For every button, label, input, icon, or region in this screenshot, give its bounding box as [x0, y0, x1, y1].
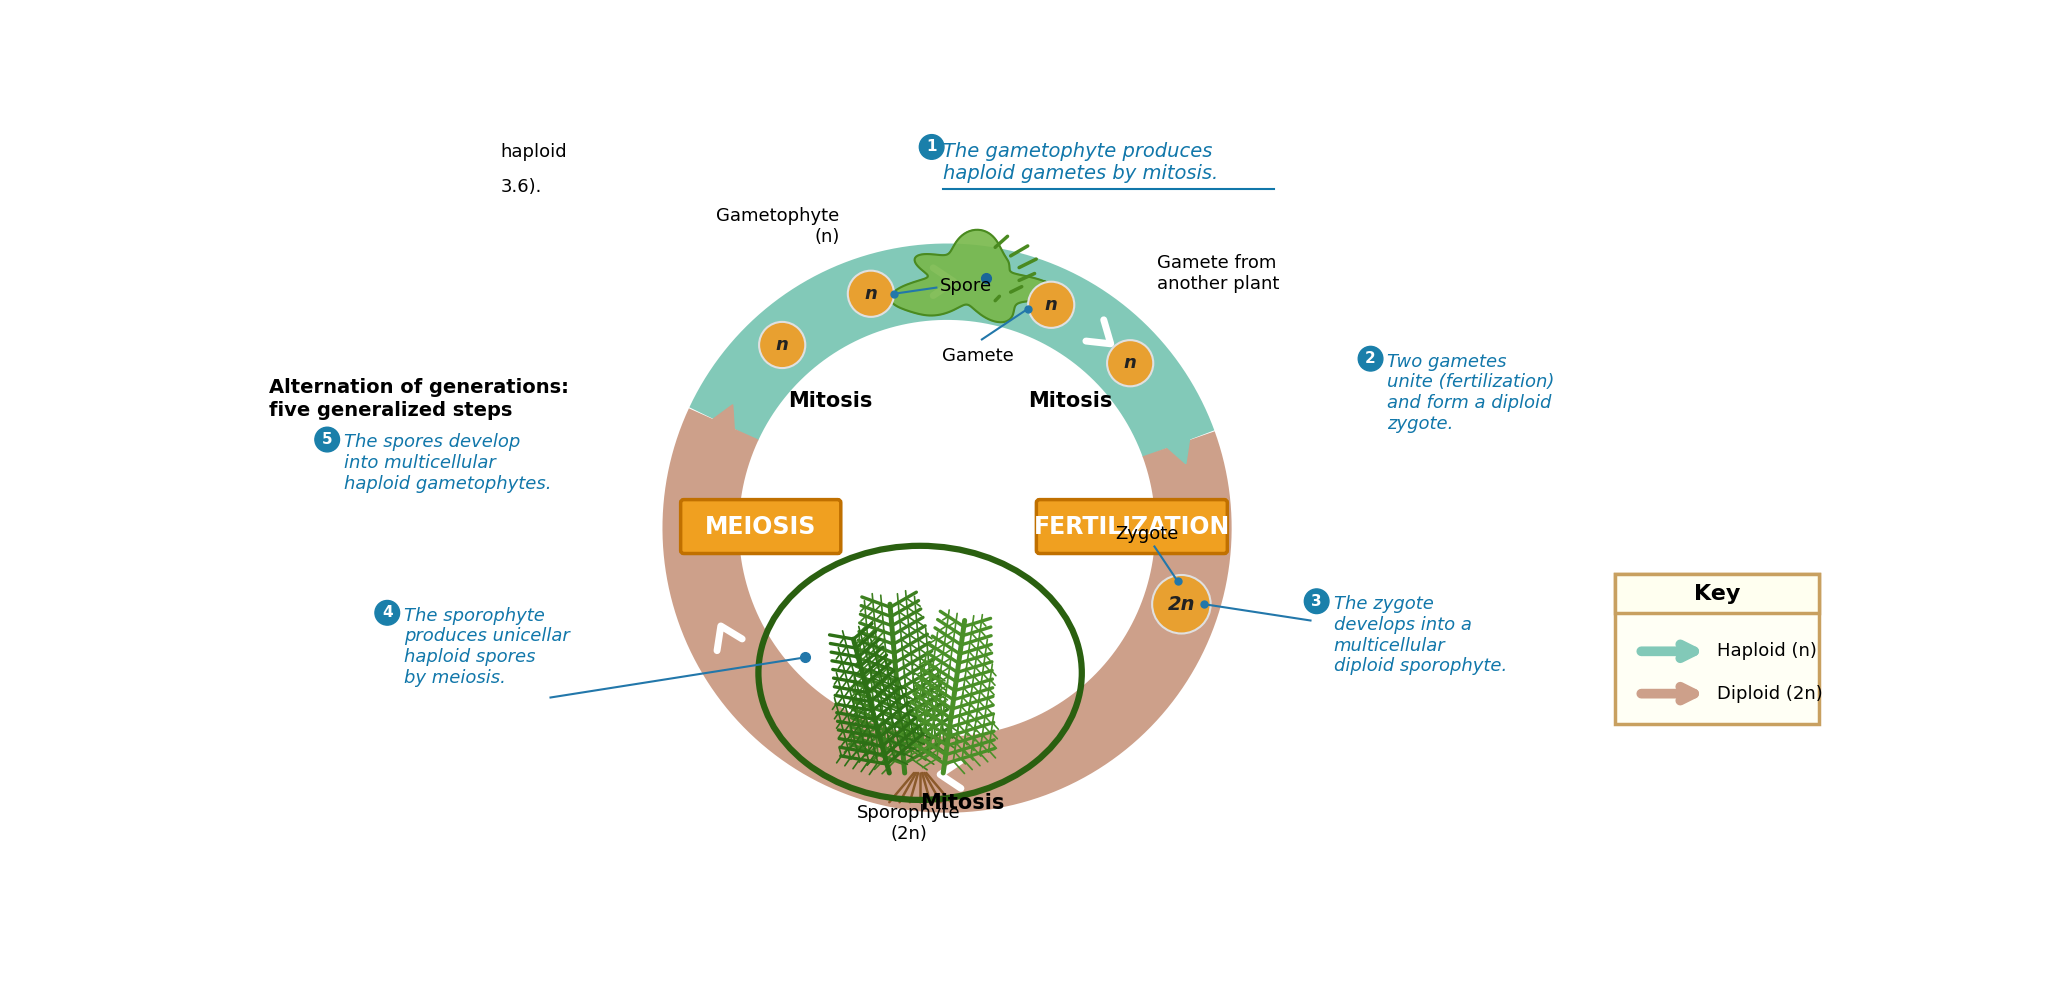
Text: Alternation of generations:: Alternation of generations: — [269, 378, 569, 397]
Text: Spore: Spore — [940, 277, 992, 295]
FancyBboxPatch shape — [1616, 574, 1819, 724]
Circle shape — [1152, 575, 1211, 634]
Text: Gamete: Gamete — [942, 347, 1014, 365]
Circle shape — [848, 271, 893, 317]
Text: Mitosis: Mitosis — [1029, 391, 1113, 411]
Text: Gametophyte
(n): Gametophyte (n) — [716, 207, 840, 246]
Text: The gametophyte produces
haploid gametes by mitosis.: The gametophyte produces haploid gametes… — [942, 142, 1219, 183]
Text: Two gametes
unite (fertilization)
and form a diploid
zygote.: Two gametes unite (fertilization) and fo… — [1388, 353, 1554, 433]
FancyBboxPatch shape — [682, 500, 842, 554]
Text: Mitosis: Mitosis — [920, 793, 1004, 813]
Text: n: n — [776, 336, 788, 354]
Circle shape — [314, 427, 339, 452]
Text: Sporophyte
(2n): Sporophyte (2n) — [856, 804, 961, 843]
Text: FERTILIZATION: FERTILIZATION — [1035, 515, 1230, 539]
Text: The sporophyte
produces unicellar
haploid spores
by meiosis.: The sporophyte produces unicellar haploi… — [404, 607, 571, 687]
FancyBboxPatch shape — [1616, 574, 1819, 613]
Text: n: n — [864, 285, 877, 303]
Circle shape — [760, 322, 805, 368]
Text: 1: 1 — [926, 139, 936, 154]
Text: n: n — [1045, 296, 1057, 314]
Text: n: n — [1123, 354, 1137, 372]
Text: The zygote
develops into a
multicellular
diploid sporophyte.: The zygote develops into a multicellular… — [1334, 595, 1507, 675]
Text: The spores develop
into multicellular
haploid gametophytes.: The spores develop into multicellular ha… — [345, 433, 552, 493]
Text: Haploid (n): Haploid (n) — [1716, 642, 1817, 660]
Text: Zygote: Zygote — [1115, 525, 1178, 543]
FancyBboxPatch shape — [1037, 500, 1228, 554]
Text: MEIOSIS: MEIOSIS — [704, 515, 817, 539]
Circle shape — [1304, 589, 1328, 614]
Polygon shape — [694, 405, 735, 453]
Circle shape — [1359, 346, 1384, 371]
Text: 3: 3 — [1312, 594, 1322, 609]
Text: Gamete from
another plant: Gamete from another plant — [1158, 254, 1279, 293]
Text: 4: 4 — [382, 605, 392, 620]
Text: Mitosis: Mitosis — [788, 391, 873, 411]
Text: Diploid (2n): Diploid (2n) — [1716, 685, 1823, 703]
Circle shape — [1029, 282, 1074, 328]
Text: Key: Key — [1694, 584, 1741, 604]
Text: 3.6).: 3.6). — [501, 178, 542, 196]
Circle shape — [920, 135, 944, 159]
Text: 2n: 2n — [1168, 595, 1195, 614]
Circle shape — [1107, 340, 1154, 386]
Text: 5: 5 — [322, 432, 333, 447]
Circle shape — [376, 600, 400, 625]
Text: five generalized steps: five generalized steps — [269, 401, 513, 420]
Text: 2: 2 — [1365, 351, 1376, 366]
Polygon shape — [1150, 416, 1193, 464]
Text: haploid: haploid — [501, 143, 567, 161]
Polygon shape — [891, 230, 1055, 322]
